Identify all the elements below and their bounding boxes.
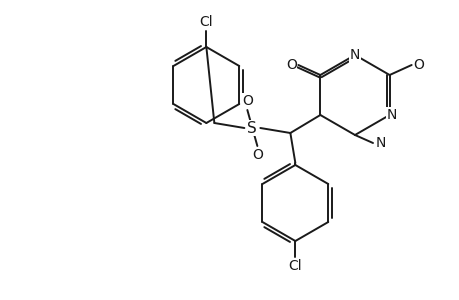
Text: Cl: Cl — [288, 259, 302, 273]
Text: Cl: Cl — [199, 15, 213, 29]
Text: O: O — [241, 94, 252, 108]
Text: O: O — [252, 148, 262, 162]
Text: O: O — [285, 58, 296, 72]
Text: O: O — [412, 58, 423, 72]
Text: N: N — [375, 136, 386, 150]
Text: N: N — [349, 48, 359, 62]
Text: S: S — [247, 121, 257, 136]
Text: N: N — [386, 108, 396, 122]
